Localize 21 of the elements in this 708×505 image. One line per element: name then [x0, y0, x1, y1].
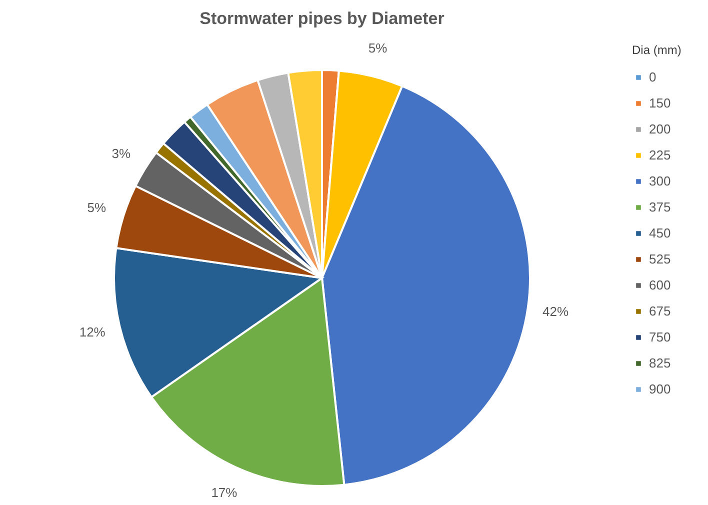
legend-label: 825	[649, 356, 671, 370]
chart-title: Stormwater pipes by Diameter	[200, 9, 445, 28]
data-label: 5%	[368, 40, 388, 56]
legend-label: 150	[649, 96, 671, 110]
legend-label: 900	[649, 382, 671, 396]
data-label: 12%	[79, 324, 106, 340]
legend-label: 750	[649, 330, 671, 344]
legend-title: Dia (mm)	[632, 43, 682, 57]
legend-label: 525	[649, 252, 671, 266]
data-label: 17%	[211, 484, 238, 500]
legend-label: 600	[649, 278, 671, 292]
legend-label: 225	[649, 148, 671, 162]
legend-label: 675	[649, 304, 671, 318]
legend-label: 300	[649, 174, 671, 188]
data-label: 42%	[542, 304, 569, 319]
legend-label: 375	[649, 200, 671, 214]
data-label: 5%	[87, 200, 106, 215]
legend-label: 450	[649, 226, 671, 240]
data-label: 3%	[112, 146, 131, 162]
legend-label: 0	[649, 70, 656, 84]
legend-label: 200	[649, 122, 671, 136]
